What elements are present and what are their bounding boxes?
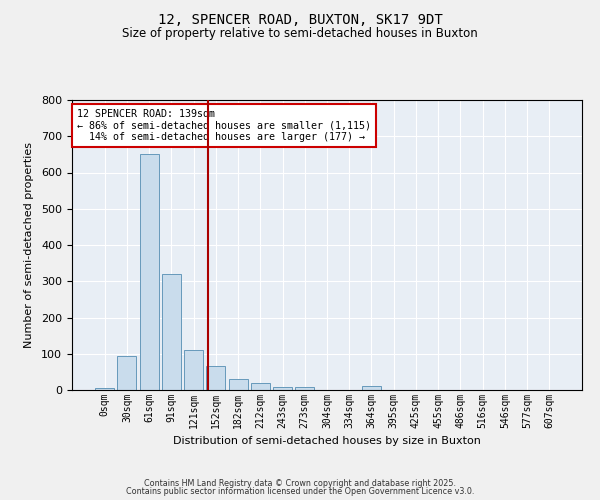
Bar — [140, 154, 158, 390]
Text: 12 SPENCER ROAD: 139sqm
← 86% of semi-detached houses are smaller (1,115)
  14% : 12 SPENCER ROAD: 139sqm ← 86% of semi-de… — [77, 108, 371, 142]
Text: Size of property relative to semi-detached houses in Buxton: Size of property relative to semi-detach… — [122, 28, 478, 40]
X-axis label: Distribution of semi-detached houses by size in Buxton: Distribution of semi-detached houses by … — [173, 436, 481, 446]
Y-axis label: Number of semi-detached properties: Number of semi-detached properties — [24, 142, 34, 348]
Bar — [118, 356, 136, 390]
Bar — [362, 386, 381, 390]
Bar — [229, 379, 248, 390]
Bar — [251, 384, 270, 390]
Bar — [295, 387, 314, 390]
Bar — [206, 366, 225, 390]
Bar — [273, 387, 292, 390]
Text: 12, SPENCER ROAD, BUXTON, SK17 9DT: 12, SPENCER ROAD, BUXTON, SK17 9DT — [158, 12, 442, 26]
Text: Contains HM Land Registry data © Crown copyright and database right 2025.: Contains HM Land Registry data © Crown c… — [144, 478, 456, 488]
Bar — [162, 274, 181, 390]
Bar — [95, 388, 114, 390]
Text: Contains public sector information licensed under the Open Government Licence v3: Contains public sector information licen… — [126, 488, 474, 496]
Bar — [184, 350, 203, 390]
